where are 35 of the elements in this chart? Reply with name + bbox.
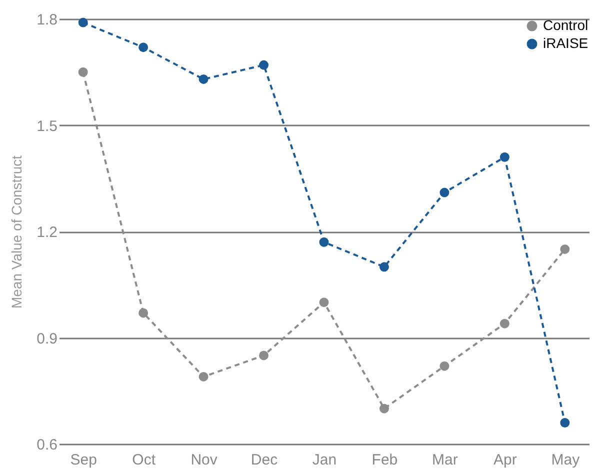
point [198,372,208,382]
point [198,74,208,84]
x-tick-label: Apr [494,452,517,468]
legend-label: Control [543,17,588,33]
point [319,298,329,308]
point [379,404,389,414]
point [259,60,269,70]
y-tick-label: 1.2 [36,224,58,241]
x-tick-label: Feb [372,452,398,468]
y-tick-label: 1.5 [36,118,58,135]
point [440,188,450,198]
point [560,418,570,428]
point [138,308,148,318]
point [560,244,570,254]
y-tick-label: 0.6 [36,436,58,454]
x-tick-label: Dec [250,452,278,468]
point [319,237,329,247]
point [259,350,269,360]
x-tick-label: Mar [432,452,458,468]
point [138,42,148,52]
y-tick-label: 0.9 [36,330,58,348]
point [379,262,389,272]
x-tick-label: Jan [312,452,337,468]
y-tick-label: 1.8 [36,12,58,28]
point [78,18,88,28]
point [78,67,88,77]
point [500,318,510,328]
x-tick-label: May [551,452,580,468]
x-tick-label: Sep [70,452,97,468]
x-tick-label: Oct [132,452,156,468]
y-axis-title: Mean Value of Construct [8,155,25,309]
point [500,152,510,162]
legend-label: iRAISE [543,35,588,51]
point [440,361,450,371]
x-tick-label: Nov [190,452,218,468]
